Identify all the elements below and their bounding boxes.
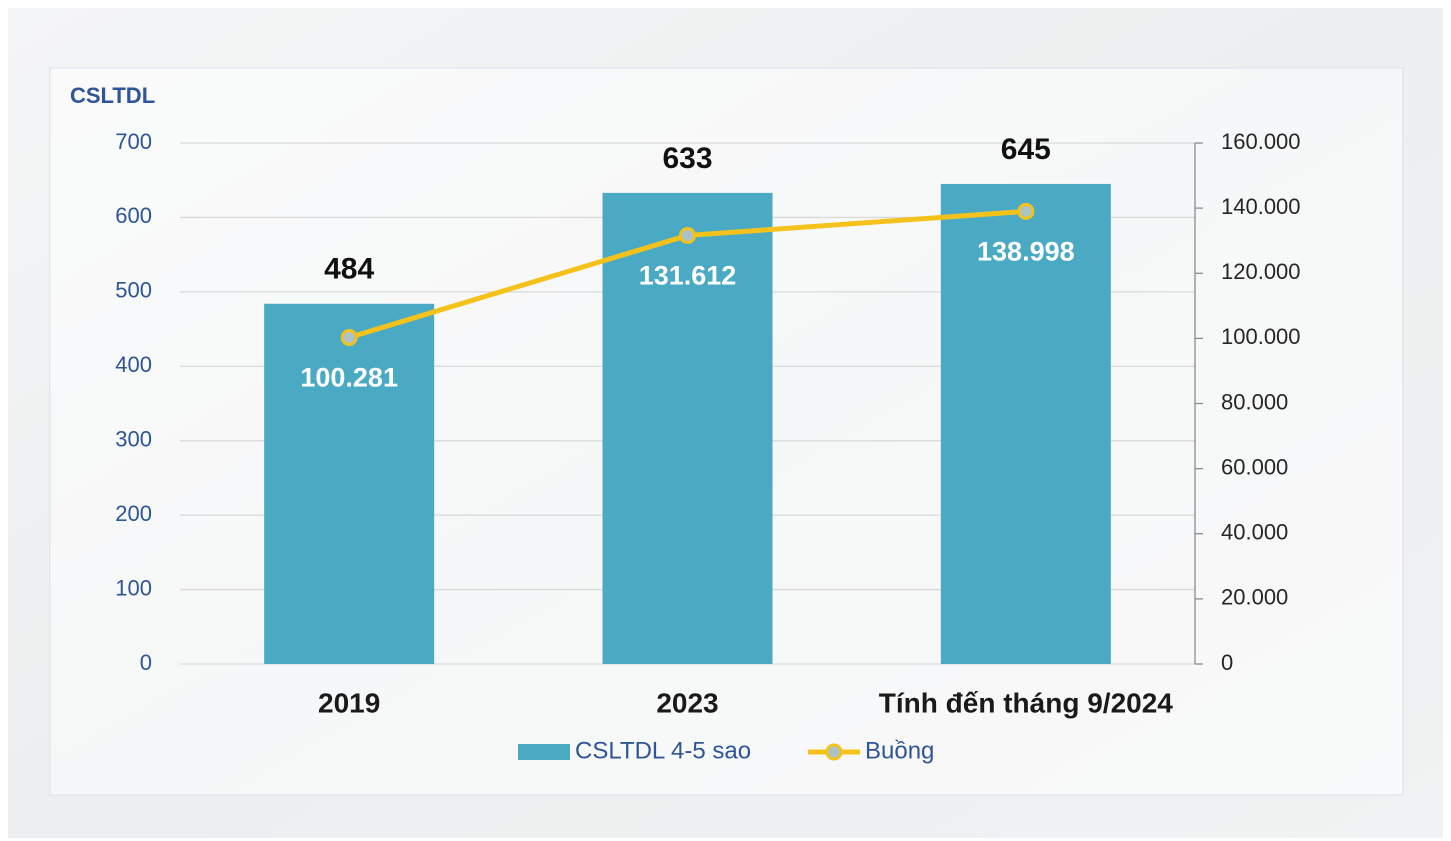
- y2-tick-label: 120.000: [1221, 259, 1301, 284]
- bar: [602, 192, 773, 665]
- y-tick-label: 500: [115, 278, 152, 303]
- legend-swatch: [518, 744, 570, 760]
- y2-tick-label: 40.000: [1221, 520, 1288, 545]
- y2-tick-label: 100.000: [1221, 324, 1301, 349]
- y-axis-label: CSLTDL: [70, 83, 155, 108]
- line-marker: [340, 328, 358, 346]
- line-marker: [1017, 202, 1035, 220]
- line-value-label: 131.612: [639, 261, 737, 291]
- y-tick-label: 700: [115, 129, 152, 154]
- bar-value-label: 645: [1001, 133, 1051, 166]
- y-tick-label: 0: [140, 650, 152, 675]
- y-tick-label: 100: [115, 575, 152, 600]
- y2-tick-label: 60.000: [1221, 454, 1288, 479]
- line-value-label: 138.998: [977, 237, 1075, 267]
- line-value-label: 100.281: [300, 363, 398, 393]
- legend-label: CSLTDL 4-5 sao: [575, 737, 751, 764]
- legend-marker: [825, 743, 843, 761]
- y2-tick-label: 140.000: [1221, 194, 1301, 219]
- legend-label: Buồng: [865, 737, 934, 764]
- y2-tick-label: 20.000: [1221, 585, 1288, 610]
- line-marker: [679, 226, 696, 244]
- y2-tick-label: 80.000: [1221, 389, 1288, 414]
- x-tick-label: Tính đến tháng 9/2024: [879, 687, 1173, 718]
- y2-tick-label: 0: [1221, 650, 1233, 675]
- bar-value-label: 484: [324, 253, 374, 286]
- y-tick-label: 400: [115, 352, 152, 377]
- bar-value-label: 633: [662, 142, 712, 175]
- y-tick-label: 200: [115, 501, 152, 526]
- bar: [940, 183, 1111, 664]
- y-tick-label: 600: [115, 203, 152, 228]
- y-tick-label: 300: [115, 427, 152, 452]
- x-tick-label: 2023: [656, 687, 718, 718]
- x-tick-label: 2019: [318, 687, 380, 718]
- bar: [264, 303, 435, 664]
- y2-tick-label: 160.000: [1221, 129, 1301, 154]
